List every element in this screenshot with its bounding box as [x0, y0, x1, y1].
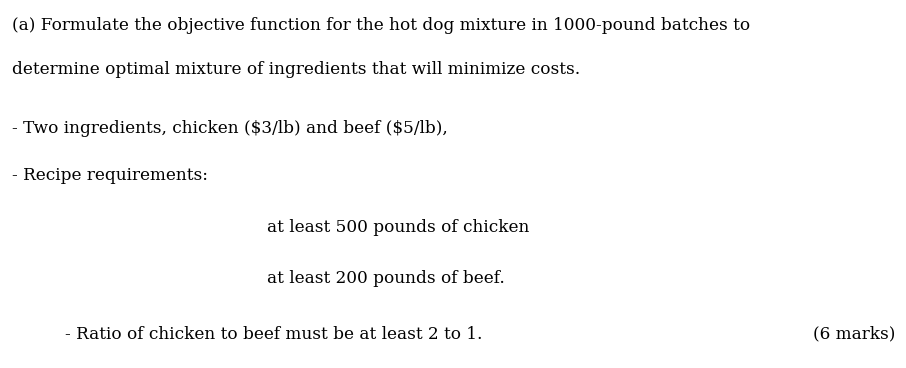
Text: (6 marks): (6 marks)	[813, 326, 895, 343]
Text: at least 200 pounds of beef.: at least 200 pounds of beef.	[267, 270, 506, 287]
Text: - Two ingredients, chicken ($3/lb) and beef ($5/lb),: - Two ingredients, chicken ($3/lb) and b…	[12, 120, 448, 137]
Text: determine optimal mixture of ingredients that will minimize costs.: determine optimal mixture of ingredients…	[12, 61, 580, 78]
Text: (a) Formulate the objective function for the hot dog mixture in 1000-pound batch: (a) Formulate the objective function for…	[12, 17, 750, 33]
Text: - Recipe requirements:: - Recipe requirements:	[12, 167, 207, 184]
Text: at least 500 pounds of chicken: at least 500 pounds of chicken	[267, 219, 530, 236]
Text: - Ratio of chicken to beef must be at least 2 to 1.: - Ratio of chicken to beef must be at le…	[65, 326, 483, 343]
